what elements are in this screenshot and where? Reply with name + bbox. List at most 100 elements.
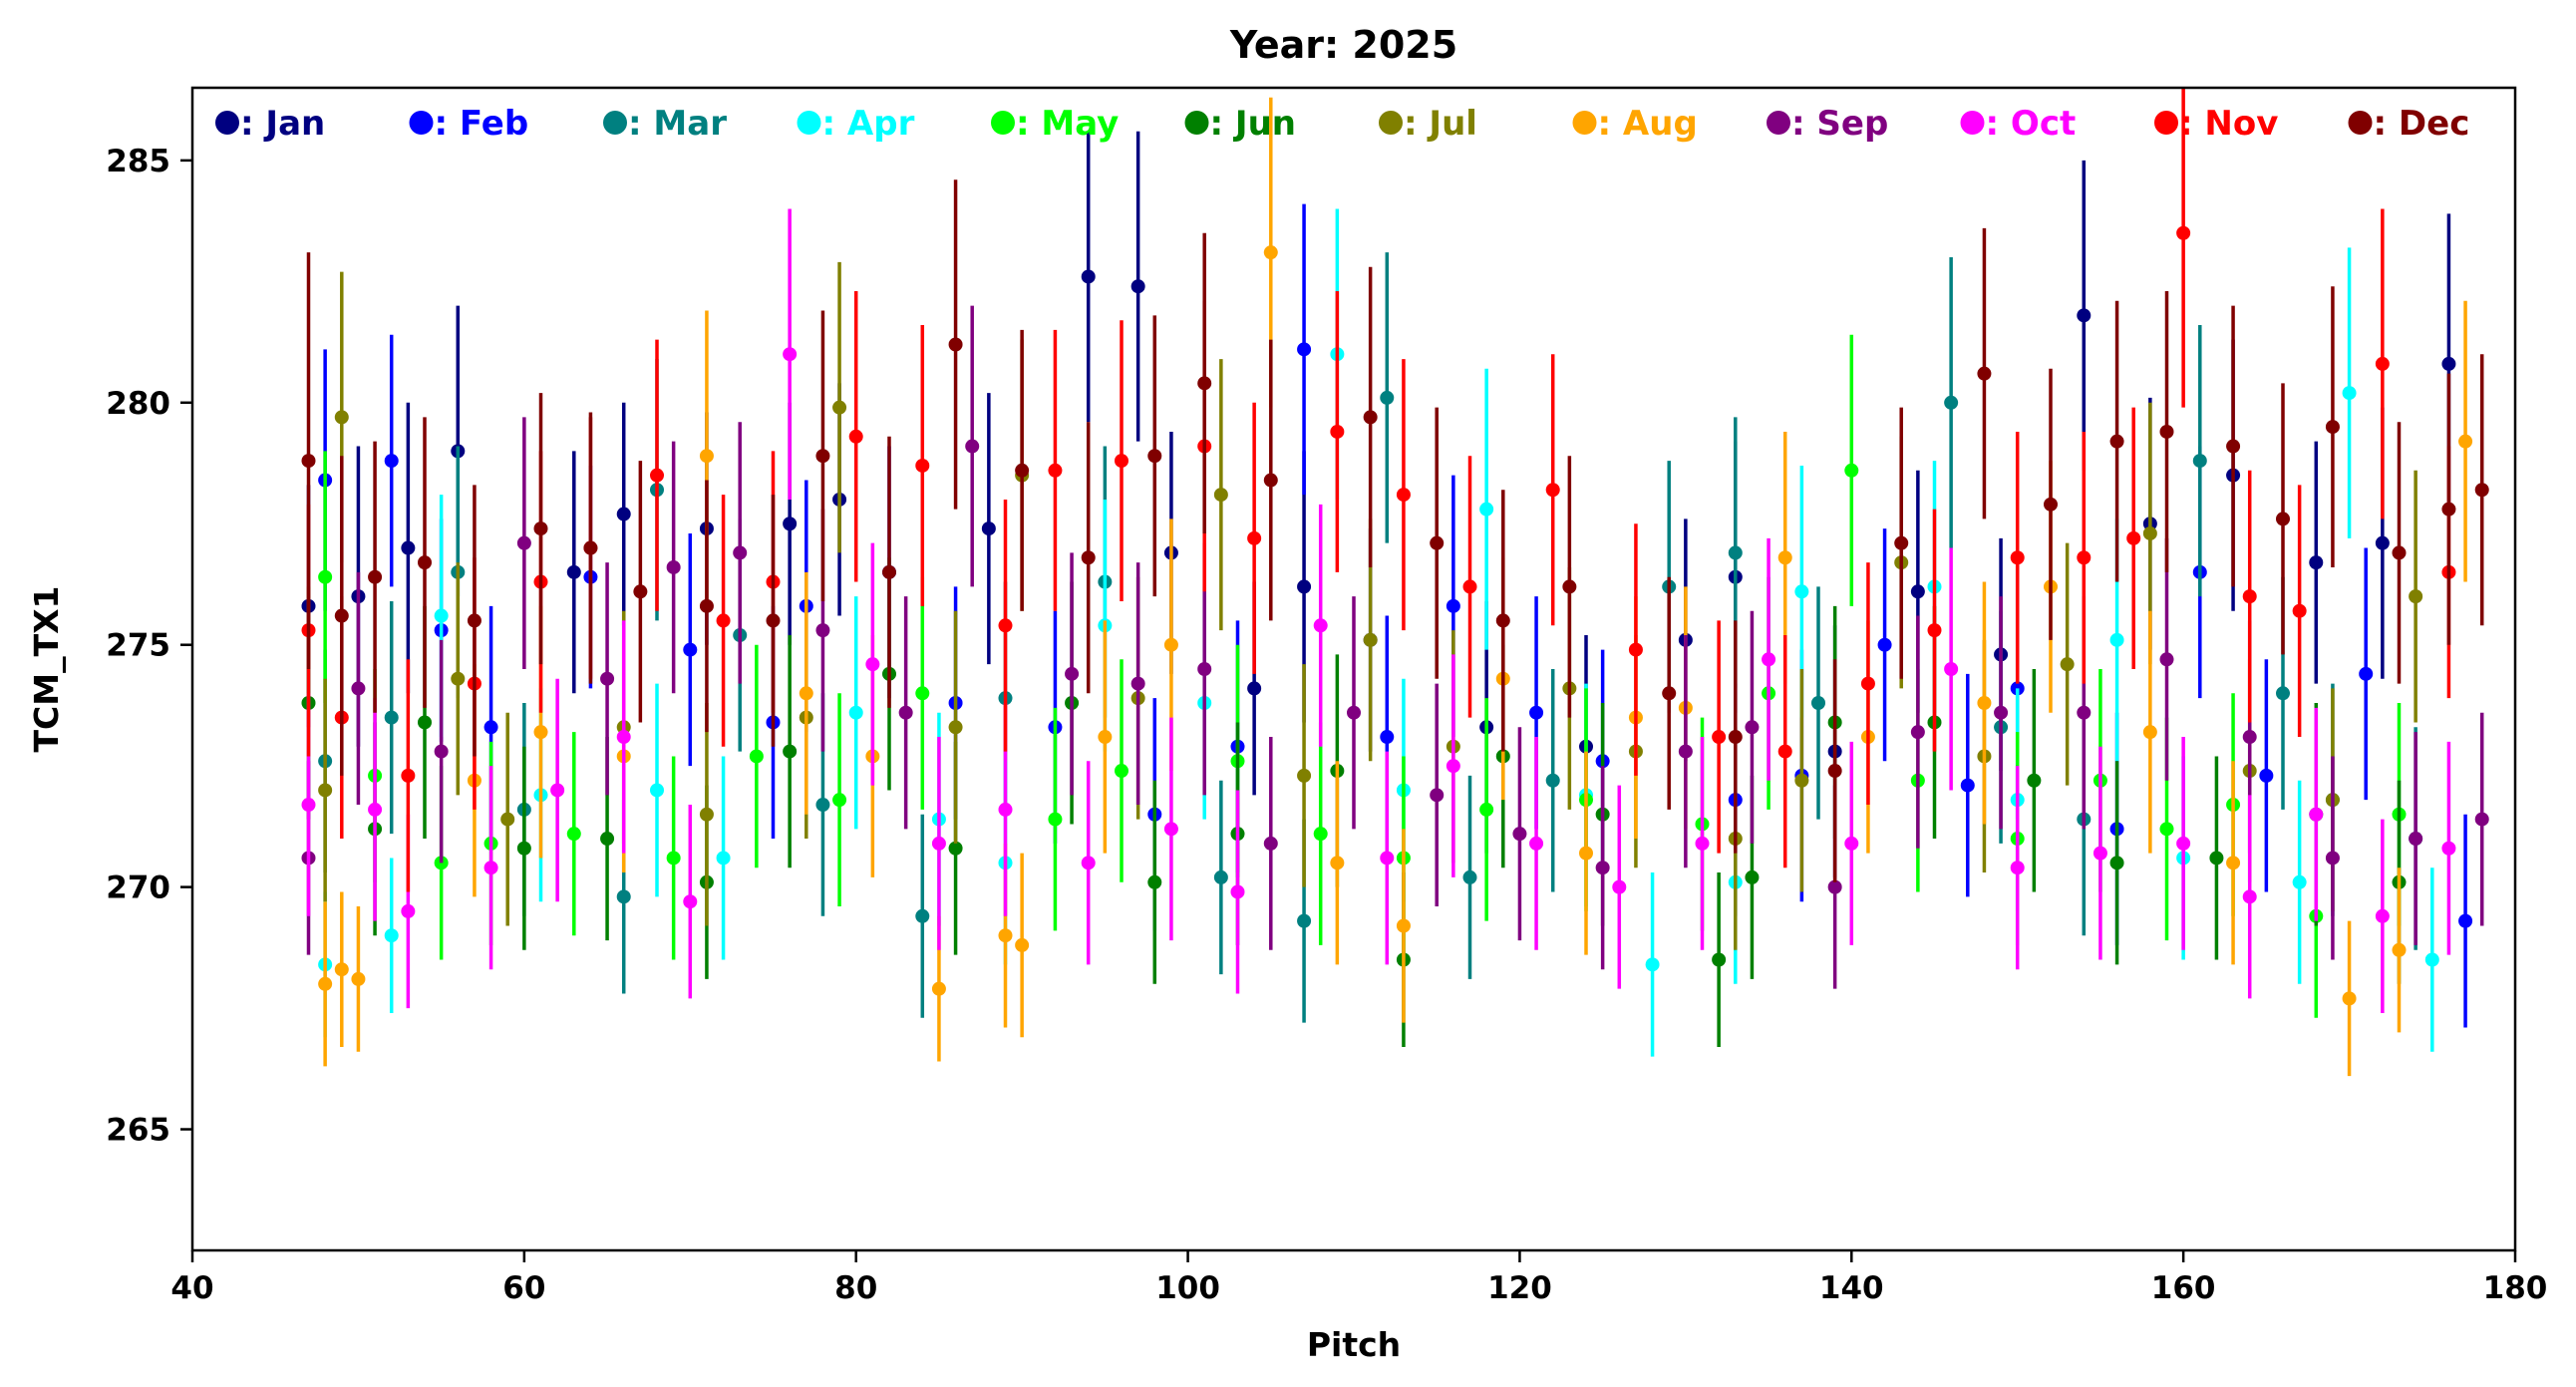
data-point	[516, 535, 531, 550]
legend-item-nov: : Nov	[2154, 104, 2278, 144]
data-point	[848, 429, 863, 444]
data-point	[600, 832, 615, 847]
data-point	[716, 851, 731, 866]
data-point	[2375, 535, 2390, 550]
data-point	[1894, 535, 1909, 550]
data-point	[1363, 632, 1378, 647]
legend-marker	[409, 111, 434, 135]
data-point	[616, 730, 631, 745]
x-tick-label: 160	[2151, 1270, 2216, 1306]
legend-marker	[1184, 111, 1209, 135]
data-point	[368, 802, 383, 817]
data-point	[2441, 502, 2456, 517]
series-oct	[301, 208, 2456, 1013]
data-point	[616, 507, 631, 521]
data-point	[998, 802, 1013, 817]
y-axis-label: TCM_TX1	[27, 586, 66, 753]
data-point	[1944, 395, 1959, 410]
data-point	[533, 521, 548, 536]
x-tick-label: 180	[2483, 1270, 2548, 1306]
data-point	[1628, 642, 1643, 657]
data-point	[500, 812, 515, 827]
data-point	[2027, 773, 2042, 788]
legend-label: : Feb	[435, 104, 529, 144]
data-point	[1960, 778, 1975, 793]
legend-item-apr: : Apr	[797, 104, 915, 144]
data-point	[1396, 488, 1411, 503]
data-point	[1977, 696, 1992, 711]
data-point	[1163, 822, 1178, 837]
data-point	[650, 783, 664, 798]
data-point	[1695, 836, 1710, 851]
data-point	[334, 410, 349, 425]
legend-item-feb: : Feb	[409, 104, 529, 144]
data-point	[434, 608, 449, 623]
data-point	[2375, 908, 2390, 923]
data-point	[516, 841, 531, 856]
legend-label: : Jun	[1210, 104, 1297, 144]
data-point	[1263, 836, 1278, 851]
data-point	[832, 793, 847, 808]
data-point	[2375, 356, 2390, 371]
data-point	[2325, 420, 2340, 435]
data-point	[334, 608, 349, 623]
chart-title: Year: 2025	[1229, 23, 1457, 67]
data-point	[334, 962, 349, 977]
data-point	[1263, 473, 1278, 488]
y-axis: 265 270 275 280 285	[106, 144, 192, 1149]
legend-marker	[1960, 111, 1985, 135]
data-point	[1147, 874, 1162, 889]
legend-label: : Apr	[822, 104, 915, 144]
data-point	[2142, 725, 2157, 740]
legend-item-sep: : Sep	[1767, 104, 1888, 144]
data-point	[2458, 434, 2473, 449]
data-point	[2126, 530, 2141, 545]
data-point	[1098, 730, 1113, 745]
data-point	[301, 454, 316, 469]
series-jan	[301, 131, 2456, 877]
data-point	[699, 449, 714, 464]
data-point	[1313, 827, 1328, 842]
x-tick-label: 60	[502, 1270, 545, 1306]
data-point	[566, 564, 581, 579]
data-point	[915, 458, 930, 473]
data-point	[1579, 846, 1593, 861]
legend-label: : Nov	[2179, 104, 2278, 144]
data-point	[716, 613, 731, 628]
plot-frame	[190, 86, 2517, 1252]
legend-item-mar: : Mar	[603, 104, 727, 144]
data-point	[483, 861, 498, 875]
data-point	[1479, 802, 1494, 817]
y-tick-label: 280	[106, 386, 170, 422]
data-point	[318, 783, 333, 798]
data-point	[1512, 827, 1527, 842]
data-point	[915, 686, 930, 701]
data-point	[1777, 550, 1792, 565]
data-point	[2259, 768, 2274, 783]
data-point	[2441, 841, 2456, 856]
data-point	[2209, 851, 2224, 866]
data-point	[1777, 744, 1792, 759]
data-point	[1712, 952, 1727, 967]
data-point	[1762, 652, 1776, 667]
data-point	[633, 584, 648, 599]
legend: : Jan: Feb: Mar: Apr: May: Jun: Jul: Aug…	[215, 104, 2469, 144]
data-point	[2342, 386, 2357, 401]
data-point	[1728, 730, 1743, 745]
data-point	[2109, 434, 2124, 449]
data-point	[2309, 807, 2324, 822]
data-point	[1645, 957, 1660, 972]
data-point	[1595, 861, 1610, 875]
legend-label: : Mar	[628, 104, 727, 144]
data-point	[815, 798, 830, 813]
data-point	[1380, 730, 1395, 745]
legend-item-dec: : Dec	[2348, 104, 2469, 144]
legend-label: : May	[1016, 104, 1119, 144]
legend-marker	[2348, 111, 2373, 135]
data-point	[2276, 686, 2290, 701]
legend-label: : Jul	[1404, 104, 1477, 144]
data-point	[998, 928, 1013, 943]
data-point	[2458, 913, 2473, 928]
data-point	[1745, 720, 1760, 735]
